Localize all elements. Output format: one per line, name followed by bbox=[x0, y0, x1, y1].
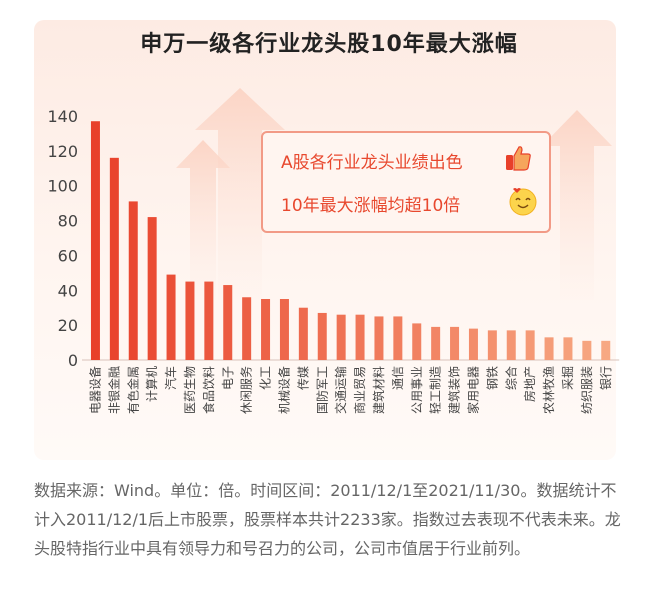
x-tick-label: 非银金融 bbox=[106, 366, 121, 414]
x-tick-label: 建筑材料 bbox=[371, 366, 386, 414]
x-tick-label: 食品饮料 bbox=[201, 366, 216, 414]
bar-汽车 bbox=[166, 274, 176, 360]
bar-轻工制造 bbox=[431, 326, 441, 360]
smile-face-icon bbox=[509, 188, 537, 216]
y-tick-label: 80 bbox=[58, 212, 78, 231]
x-tick-label: 休闲服务 bbox=[239, 366, 254, 414]
bar-商业贸易 bbox=[355, 314, 365, 360]
x-tick-label: 传媒 bbox=[295, 366, 310, 390]
bar-机械设备 bbox=[279, 299, 289, 360]
x-tick-label: 汽车 bbox=[163, 366, 178, 390]
bar-建筑装饰 bbox=[450, 326, 460, 360]
bar-采掘 bbox=[563, 337, 573, 360]
bar-非银金融 bbox=[109, 157, 119, 360]
x-tick-label: 银行 bbox=[599, 366, 613, 390]
arrow-decoration-left bbox=[195, 88, 285, 300]
x-tick-label: 商业贸易 bbox=[352, 366, 367, 414]
y-tick-label: 0 bbox=[68, 351, 78, 370]
x-axis-labels: 电器设备 非银金融 有色金属 计算机 汽车 医药生物 食品饮料 电子 休闲服务 化工 机械设备 传媒国… bbox=[88, 366, 612, 414]
x-tick-label: 通信 bbox=[391, 366, 405, 390]
bar-交通运输 bbox=[336, 314, 346, 360]
y-tick-label: 140 bbox=[47, 107, 78, 126]
background-arrows bbox=[176, 88, 612, 300]
y-tick-label: 120 bbox=[47, 142, 78, 161]
y-axis: 0 20 40 60 80 100 120 140 bbox=[47, 107, 620, 370]
bar-银行 bbox=[601, 340, 611, 360]
x-tick-label: 农林牧渔 bbox=[542, 366, 556, 414]
chart-title: 申万一级各行业龙头股10年最大涨幅 bbox=[140, 32, 518, 57]
callout-box: A股各行业龙头业绩出色 10年最大涨幅均超10倍 bbox=[261, 131, 551, 233]
x-tick-label: 国防军工 bbox=[314, 366, 329, 414]
footnote: 数据来源：Wind。单位：倍。时间区间：2011/12/1至2021/11/30… bbox=[34, 481, 621, 558]
bar-化工 bbox=[261, 299, 271, 360]
x-tick-label: 交通运输 bbox=[333, 366, 348, 414]
y-tick-label: 40 bbox=[58, 281, 78, 300]
bar-农林牧渔 bbox=[544, 337, 554, 360]
x-tick-label: 电子 bbox=[221, 366, 235, 390]
x-tick-label: 综合 bbox=[503, 366, 518, 390]
arrow-decoration-right bbox=[542, 110, 612, 300]
x-tick-label: 纺织服装 bbox=[580, 366, 594, 414]
x-tick-label: 化工 bbox=[259, 366, 273, 390]
bar-钢铁 bbox=[487, 330, 497, 360]
bar-医药生物 bbox=[185, 281, 195, 360]
x-tick-label: 采掘 bbox=[560, 366, 575, 390]
bar-电器设备 bbox=[90, 121, 100, 360]
arrow-decoration-small bbox=[176, 140, 230, 300]
bar-房地产 bbox=[525, 330, 535, 360]
x-tick-label: 机械设备 bbox=[276, 366, 291, 414]
callout-line-1: A股各行业龙头业绩出色 bbox=[281, 153, 463, 173]
bar-食品饮料 bbox=[204, 281, 214, 360]
x-tick-label: 医药生物 bbox=[183, 366, 197, 414]
x-tick-label: 有色金属 bbox=[125, 366, 140, 414]
bar-家用电器 bbox=[468, 328, 478, 360]
bar-建筑材料 bbox=[374, 316, 384, 360]
bar-传媒 bbox=[298, 307, 308, 360]
x-tick-label: 公用事业 bbox=[410, 366, 424, 414]
bar-通信 bbox=[393, 316, 403, 360]
x-tick-label: 建筑装饰 bbox=[447, 366, 462, 414]
x-tick-label: 轻工制造 bbox=[429, 366, 443, 414]
bar-纺织服装 bbox=[582, 340, 592, 360]
x-tick-label: 钢铁 bbox=[485, 366, 499, 390]
bar-公用事业 bbox=[412, 323, 422, 360]
bar-休闲服务 bbox=[242, 297, 252, 360]
bars-group bbox=[90, 121, 611, 360]
x-tick-label: 家用电器 bbox=[465, 366, 480, 414]
x-tick-label: 房地产 bbox=[522, 366, 537, 402]
callout-line-2: 10年最大涨幅均超10倍 bbox=[281, 196, 461, 216]
bar-国防军工 bbox=[317, 312, 327, 360]
x-tick-label: 计算机 bbox=[144, 366, 159, 402]
bar-综合 bbox=[506, 330, 516, 360]
y-tick-label: 60 bbox=[58, 246, 78, 265]
y-tick-label: 100 bbox=[47, 177, 78, 196]
bar-有色金属 bbox=[128, 201, 138, 360]
bar-电子 bbox=[223, 285, 233, 360]
y-tick-label: 20 bbox=[58, 316, 78, 335]
thumbs-up-icon bbox=[506, 146, 531, 171]
x-tick-label: 电器设备 bbox=[88, 366, 102, 414]
bar-计算机 bbox=[147, 217, 157, 360]
